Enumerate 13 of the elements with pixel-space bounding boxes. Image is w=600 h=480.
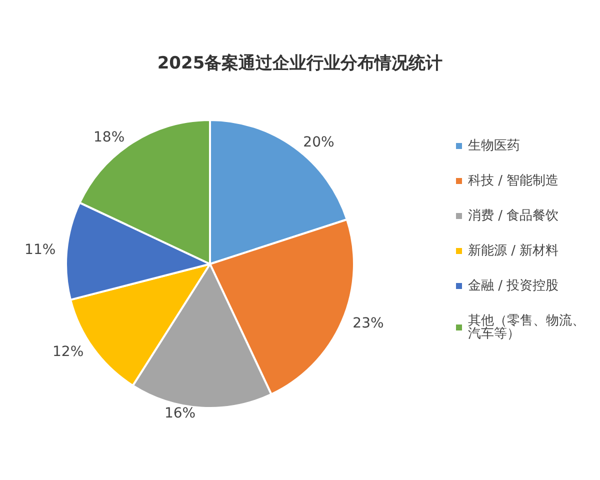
data-label: 12%	[52, 344, 84, 360]
legend-label: 金融 / 投资控股	[468, 278, 559, 294]
data-label: 18%	[94, 129, 125, 146]
legend-label: 生物医药	[468, 138, 520, 154]
legend-label: 其他（零售、物流、汽车等）	[468, 312, 585, 342]
data-label: 20%	[303, 134, 334, 151]
legend-label: 消费 / 食品餐饮	[468, 208, 559, 224]
data-label: 16%	[164, 406, 196, 422]
data-label: 11%	[24, 242, 56, 258]
data-label: 23%	[352, 316, 384, 332]
legend-label: 科技 / 智能制造	[468, 174, 559, 188]
legend-label: 新能源 / 新材料	[468, 244, 559, 258]
chart-title: 2025备案通过企业行业分布情况统计	[157, 52, 443, 74]
